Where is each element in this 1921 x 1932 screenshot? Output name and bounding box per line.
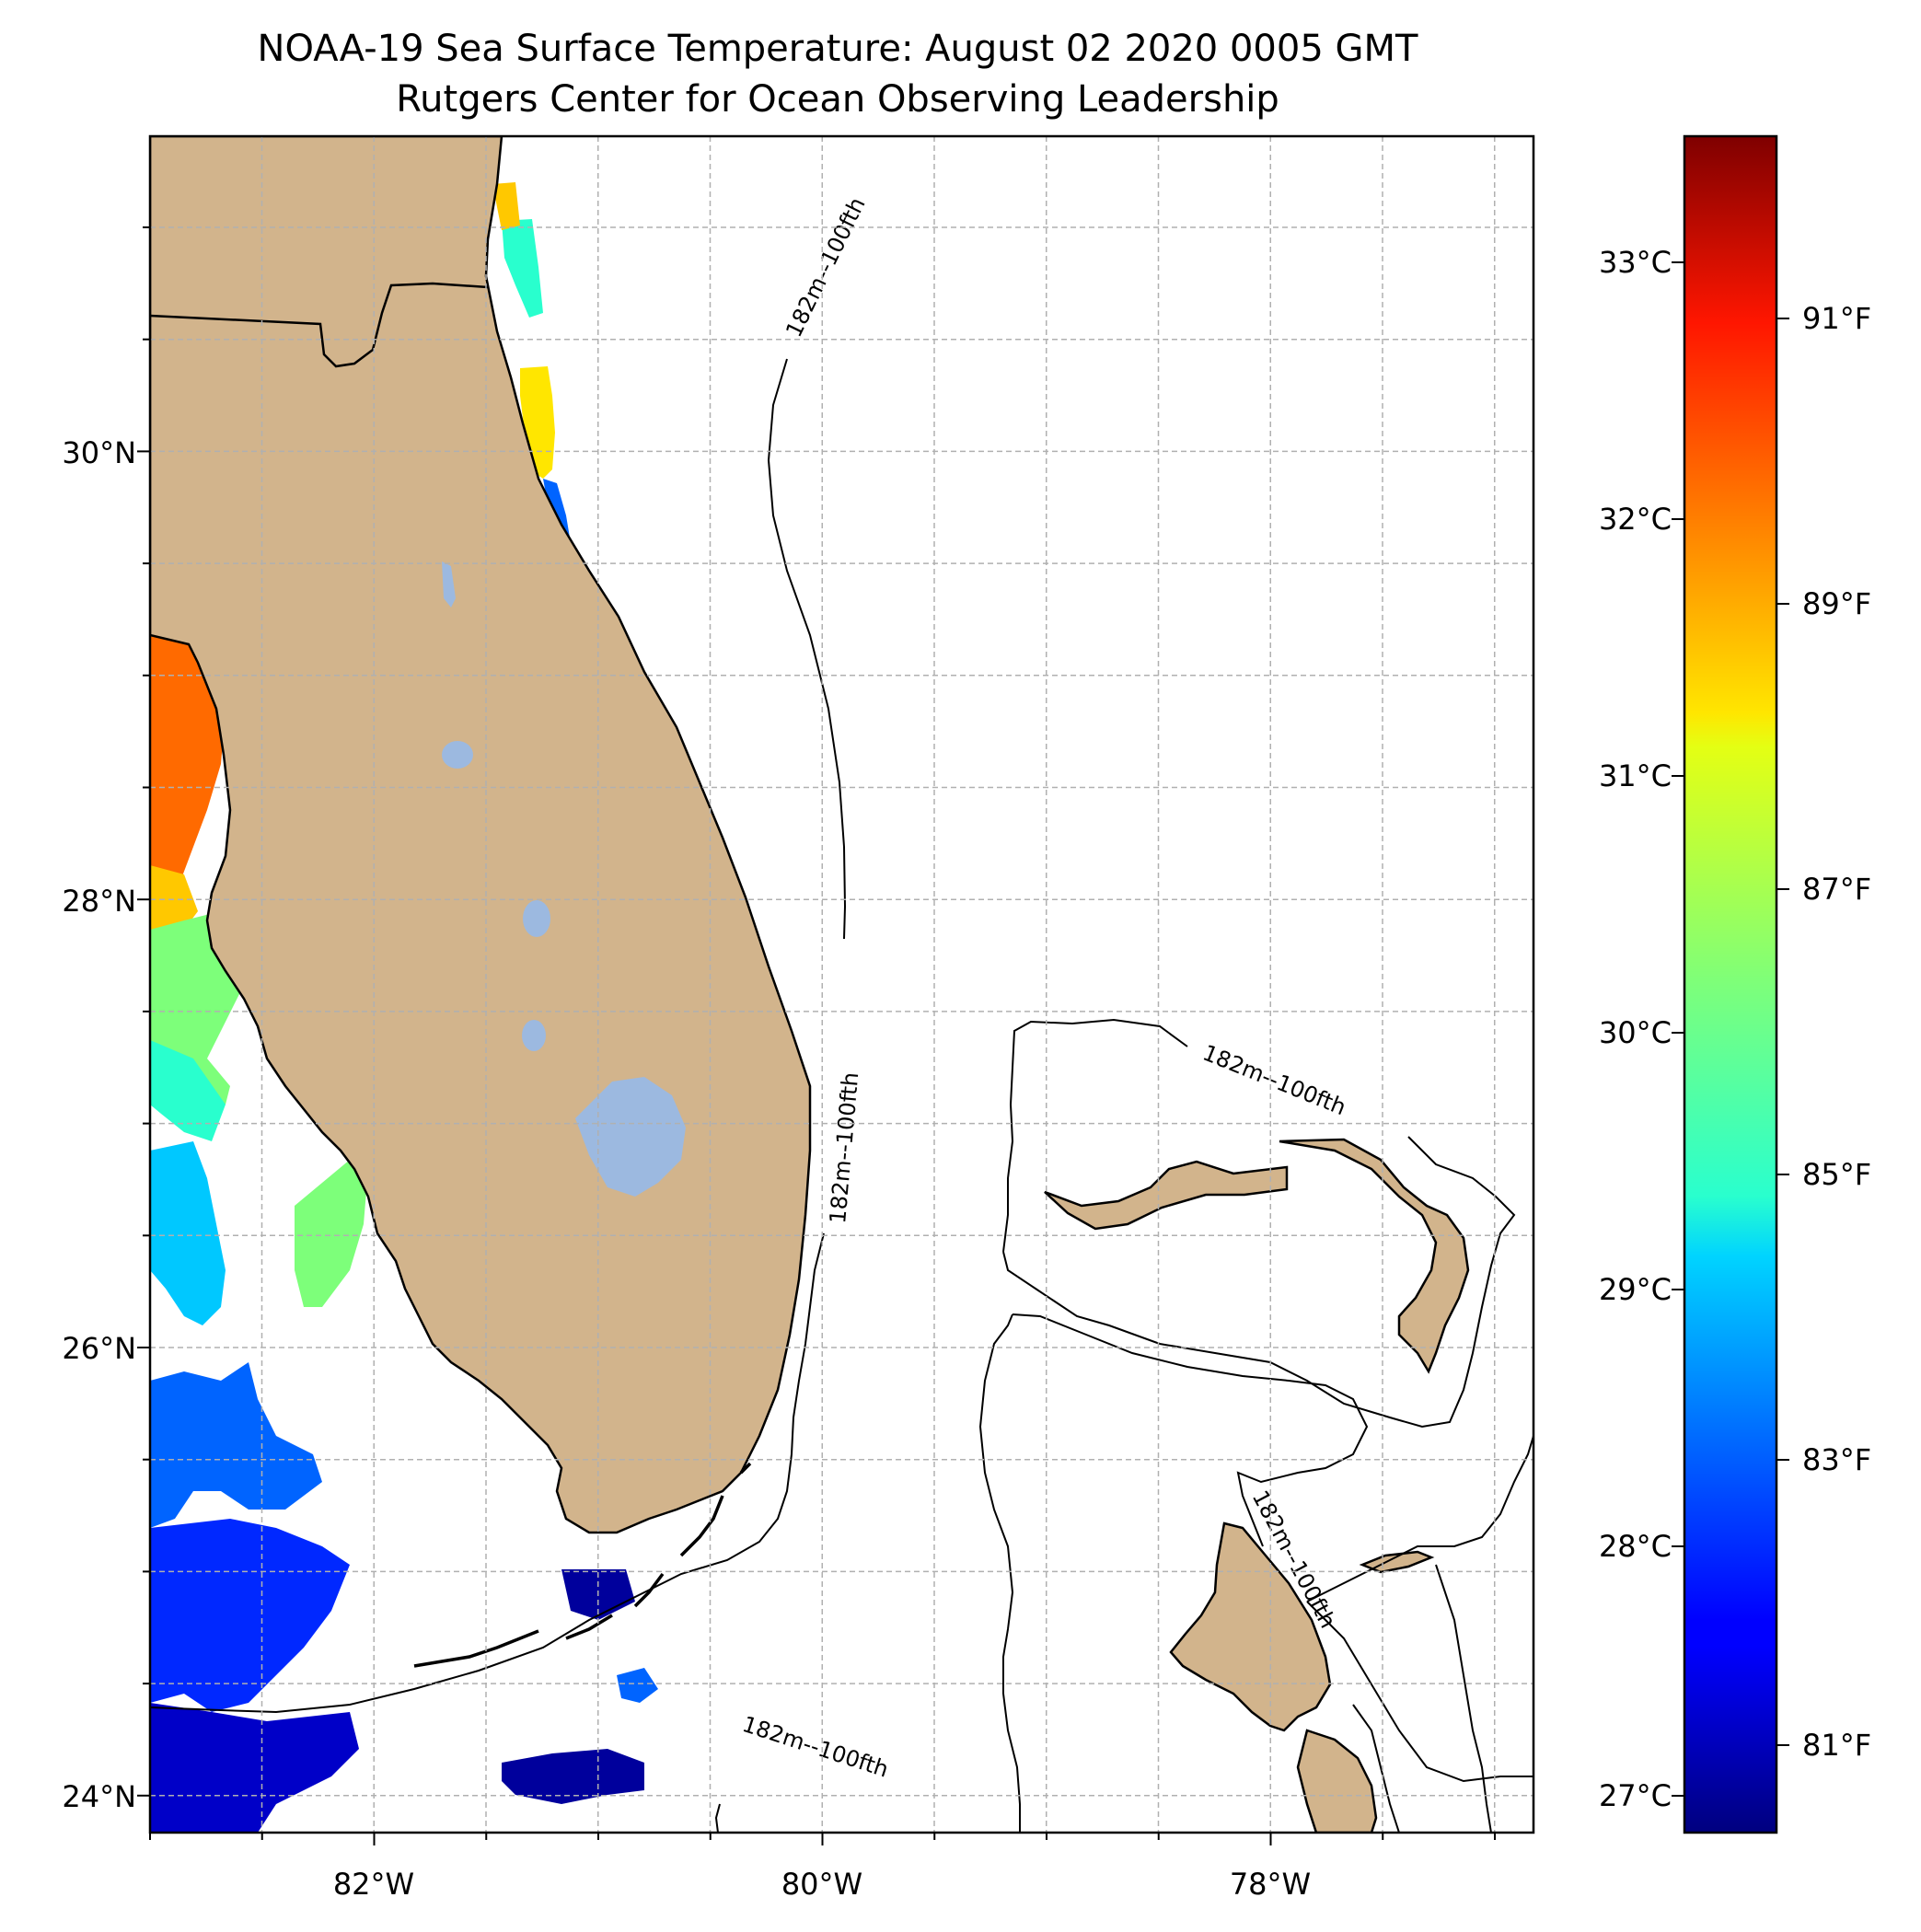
lake-small-4 (442, 561, 456, 607)
title-line1: NOAA-19 Sea Surface Temperature: August … (258, 28, 1418, 70)
andros-land (1169, 1521, 1332, 1732)
cb-c-31: 31°C (1599, 758, 1672, 793)
map-area: 182m--100fth 182m--100fth 182m--100fth 1… (150, 136, 1533, 1833)
lake-okeechobee (575, 1077, 686, 1197)
cb-c-30: 30°C (1599, 1015, 1672, 1050)
florida-keys (413, 1462, 752, 1668)
sst-patch-florida-bay (150, 1519, 350, 1712)
lake-small-2 (523, 900, 550, 937)
sst-patch-south-gulf (150, 1362, 322, 1528)
lat-label-26n: 26°N (62, 1331, 136, 1366)
cb-f-85: 85°F (1802, 1157, 1871, 1192)
colorbar-gradient (1683, 134, 1778, 1834)
lon-tick-labels: 82°W 80°W 78°W (333, 1867, 1311, 1902)
sst-patch-charlotte (295, 1160, 368, 1307)
lat-tick-labels: 30°N 28°N 26°N 24°N (62, 435, 136, 1814)
cb-f-91: 91°F (1802, 301, 1871, 336)
cb-f-81: 81°F (1802, 1728, 1871, 1763)
cb-f-87: 87°F (1802, 872, 1871, 907)
colorbar-celsius-labels: 33°C 32°C 31°C 30°C 29°C 28°C 27°C (1599, 245, 1672, 1813)
lake-small-1 (442, 741, 473, 769)
colorbar-ticks (1672, 261, 1789, 1797)
isobath-contours (150, 358, 1533, 1833)
colorbar: 33°C 32°C 31°C 30°C 29°C 28°C 27°C 91°F … (1599, 134, 1871, 1834)
lat-label-30n: 30°N (62, 435, 136, 470)
lat-label-24n: 24°N (62, 1779, 136, 1814)
lon-label-82w: 82°W (333, 1867, 414, 1902)
cb-f-89: 89°F (1802, 586, 1871, 621)
cb-c-33: 33°C (1599, 245, 1672, 280)
abaco-land (1279, 1138, 1470, 1374)
cb-f-83: 83°F (1802, 1442, 1871, 1477)
grand-bahama-land (1044, 1160, 1289, 1231)
graticule (150, 136, 1533, 1833)
map-ticks (137, 226, 1496, 1845)
cb-c-29: 29°C (1599, 1272, 1672, 1307)
andros-south-land (1296, 1729, 1378, 1833)
sst-patch-straits (502, 1749, 644, 1804)
sst-patch-midgulf (150, 1141, 226, 1325)
lake-small-3 (522, 1020, 546, 1051)
lon-label-80w: 80°W (781, 1867, 862, 1902)
sst-patch-gulf-warm (150, 635, 226, 930)
cb-c-28: 28°C (1599, 1529, 1672, 1564)
title-line2: Rutgers Center for Ocean Observing Leade… (396, 78, 1279, 121)
cb-c-27: 27°C (1599, 1778, 1672, 1813)
sst-patch-keys-blue (617, 1668, 658, 1703)
sst-patch-tampa-cyan (150, 1040, 226, 1141)
sst-patch-north-coast-yellow (492, 182, 520, 230)
lat-label-28n: 28°N (62, 884, 136, 919)
colorbar-fahrenheit-labels: 91°F 89°F 87°F 85°F 83°F 81°F (1802, 301, 1871, 1763)
sst-patch-deep-blue-sw (150, 1703, 359, 1833)
cb-c-32: 32°C (1599, 502, 1672, 537)
state-boundary (150, 282, 489, 368)
map-frame (148, 134, 1535, 1834)
lon-label-78w: 78°W (1230, 1867, 1311, 1902)
berry-islands-land (1359, 1550, 1435, 1574)
sst-patch-north-coast (502, 219, 543, 318)
